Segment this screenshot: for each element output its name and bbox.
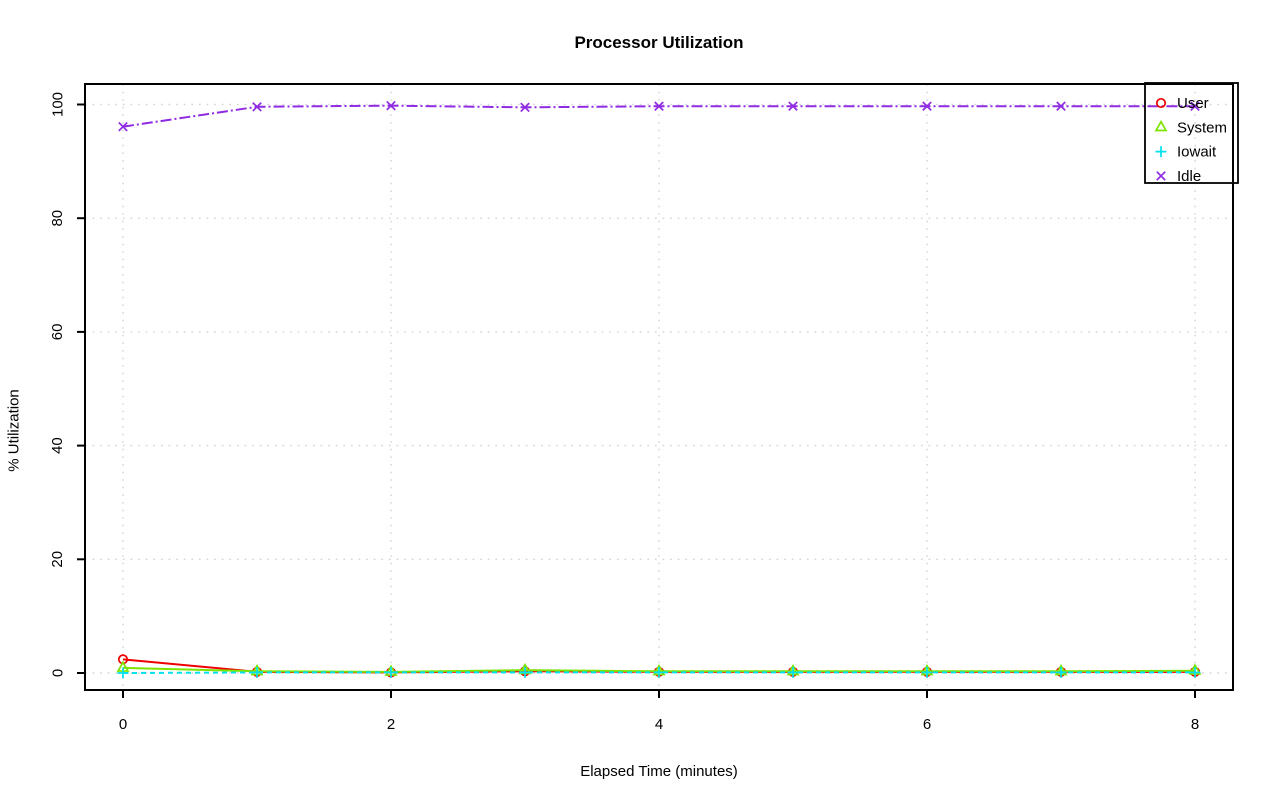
marker-x [1190, 101, 1200, 112]
marker-plus [921, 666, 933, 678]
marker-x [1156, 171, 1166, 181]
marker-x [922, 101, 932, 112]
marker-x [654, 101, 664, 112]
marker-circle [1155, 97, 1167, 109]
y-tick-label: 20 [49, 551, 66, 568]
y-tick-label: 0 [49, 669, 66, 677]
marker-plus [251, 666, 263, 678]
plot-border [84, 83, 1234, 691]
legend-label-user: User [1177, 95, 1209, 112]
legend-label-iowait: Iowait [1177, 144, 1217, 161]
marker-plus [519, 666, 531, 678]
marker-x [788, 101, 798, 112]
legend-label-idle: Idle [1177, 168, 1201, 185]
y-tick-label: 60 [49, 324, 66, 341]
x-tick-label: 0 [119, 716, 127, 733]
marker-plus [653, 666, 665, 678]
y-tick-label: 80 [49, 210, 66, 227]
legend: User System Iowait Idle [1144, 82, 1239, 185]
marker-x [386, 100, 396, 111]
x-tick-label: 2 [387, 716, 395, 733]
x-axis-title: Elapsed Time (minutes) [580, 763, 738, 780]
y-tick-label: 100 [49, 92, 66, 117]
marker-plus [787, 666, 799, 678]
marker-triangle [1154, 119, 1168, 132]
marker-x [118, 121, 128, 132]
marker-plus [1189, 666, 1201, 678]
marker-x [520, 102, 530, 113]
series-iowait [117, 666, 1201, 679]
marker-x [252, 101, 262, 112]
chart-title: Processor Utilization [574, 33, 744, 52]
series-line [122, 671, 1195, 674]
legend-border [1144, 82, 1239, 184]
x-tick-label: 4 [655, 716, 663, 733]
marker-plus [1155, 146, 1167, 158]
series-idle [118, 100, 1200, 132]
marker-plus [117, 667, 129, 679]
gridlines [85, 84, 1233, 690]
marker-plus [1055, 666, 1067, 678]
marker-plus [385, 666, 397, 678]
legend-label-system: System [1177, 119, 1227, 136]
x-tick-label: 8 [1191, 716, 1199, 733]
x-tick-label: 6 [923, 716, 931, 733]
marker-x [1056, 101, 1066, 112]
y-tick-label: 40 [49, 437, 66, 454]
